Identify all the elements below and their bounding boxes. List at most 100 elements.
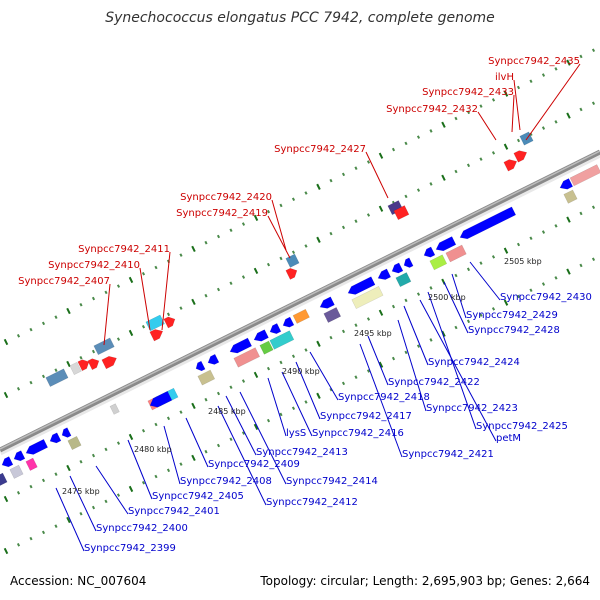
gene-feature[interactable] <box>148 390 173 410</box>
gene-label[interactable]: Synpcc7942_2423 <box>426 403 518 414</box>
gene-feature[interactable] <box>513 148 529 163</box>
tick-mark <box>579 54 583 59</box>
gene-feature[interactable] <box>69 361 82 376</box>
gene-feature[interactable] <box>163 315 177 329</box>
gene-label[interactable]: Synpcc7942_2412 <box>266 497 358 508</box>
tick-mark <box>466 163 471 168</box>
gene-feature[interactable] <box>12 450 26 464</box>
gene-feature[interactable] <box>87 356 101 371</box>
label-connector <box>295 361 321 420</box>
gene-label[interactable]: Synpcc7942_2414 <box>286 476 378 487</box>
tick-mark <box>253 371 259 378</box>
gene-feature[interactable] <box>67 435 82 451</box>
gene-feature[interactable] <box>434 236 457 254</box>
gene-label[interactable]: Synpcc7942_2419 <box>176 208 268 219</box>
gene-label[interactable]: Synpcc7942_2427 <box>274 144 366 155</box>
gene-feature[interactable] <box>0 456 14 470</box>
gene-feature[interactable] <box>285 266 299 280</box>
gene-feature[interactable] <box>252 329 269 344</box>
tick-mark <box>466 319 471 324</box>
gene-feature[interactable] <box>149 327 165 342</box>
gene-label[interactable]: Synpcc7942_2405 <box>152 491 244 502</box>
gene-label[interactable]: Synpcc7942_2413 <box>256 447 348 458</box>
gene-feature[interactable] <box>390 262 404 276</box>
gene-label[interactable]: Synpcc7942_2401 <box>128 506 220 517</box>
gene-feature[interactable] <box>318 296 335 311</box>
tick-mark <box>391 356 396 361</box>
tick-mark <box>79 511 83 516</box>
gene-feature[interactable] <box>395 272 412 288</box>
tick-mark <box>429 338 433 342</box>
gene-feature[interactable] <box>259 340 274 355</box>
gene-feature[interactable] <box>101 354 119 370</box>
gene-label[interactable]: Synpcc7942_2422 <box>388 377 480 388</box>
gene-feature[interactable] <box>458 206 517 242</box>
gene-feature[interactable] <box>393 205 410 221</box>
gene-feature[interactable] <box>269 330 295 350</box>
label-connector <box>281 371 313 437</box>
gene-label[interactable]: Synpcc7942_2418 <box>338 392 430 403</box>
gene-label[interactable]: Synpcc7942_2399 <box>84 543 176 554</box>
gene-feature[interactable] <box>25 457 38 471</box>
gene-feature[interactable] <box>0 472 8 487</box>
tick-mark <box>316 183 321 190</box>
gene-feature[interactable] <box>422 246 436 260</box>
gene-label[interactable]: Synpcc7942_2425 <box>476 421 568 432</box>
gene-label[interactable]: Synpcc7942_2420 <box>180 192 272 203</box>
gene-label[interactable]: Synpcc7942_2417 <box>320 411 412 422</box>
gene-feature[interactable] <box>285 253 300 268</box>
gene-label[interactable]: Synpcc7942_2435 <box>488 56 580 67</box>
label-connector <box>161 251 171 331</box>
gene-label[interactable]: Synpcc7942_2408 <box>180 476 272 487</box>
gene-feature[interactable] <box>445 244 467 263</box>
gene-feature[interactable] <box>292 308 310 324</box>
gene-feature[interactable] <box>563 189 578 204</box>
gene-feature[interactable] <box>45 368 69 387</box>
gene-feature[interactable] <box>197 369 216 386</box>
gene-feature[interactable] <box>402 257 414 270</box>
gene-feature[interactable] <box>109 403 120 415</box>
gene-feature[interactable] <box>323 307 342 323</box>
gene-label[interactable]: ilvH <box>495 72 514 83</box>
gene-feature[interactable] <box>376 268 392 282</box>
gene-feature[interactable] <box>48 432 62 446</box>
gene-feature[interactable] <box>24 438 49 457</box>
gene-label[interactable]: Synpcc7942_2407 <box>18 276 110 287</box>
gene-label[interactable]: Synpcc7942_2416 <box>312 428 404 439</box>
gene-label[interactable]: Synpcc7942_2409 <box>208 459 300 470</box>
tick-mark <box>41 530 46 535</box>
gene-feature[interactable] <box>346 276 376 298</box>
gene-feature[interactable] <box>77 357 91 372</box>
gene-feature[interactable] <box>558 178 574 192</box>
gene-label[interactable]: Synpcc7942_2424 <box>428 357 520 368</box>
label-connector <box>511 94 515 133</box>
gene-feature[interactable] <box>145 314 165 332</box>
gene-feature[interactable] <box>281 316 295 330</box>
tick-mark <box>204 293 208 298</box>
gene-label[interactable]: Synpcc7942_2432 <box>386 104 478 115</box>
gene-label[interactable]: Synpcc7942_2410 <box>48 260 140 271</box>
gene-feature[interactable] <box>569 164 600 187</box>
gene-feature[interactable] <box>268 323 282 336</box>
gene-label[interactable]: petM <box>496 433 521 444</box>
gene-feature[interactable] <box>60 427 72 440</box>
gene-feature[interactable] <box>194 360 206 373</box>
gene-label[interactable]: Synpcc7942_2411 <box>78 244 170 255</box>
gene-label[interactable]: Synpcc7942_2429 <box>466 310 558 321</box>
tick-mark <box>541 126 546 130</box>
gene-feature[interactable] <box>206 353 220 367</box>
gene-label[interactable]: Synpcc7942_2433 <box>422 87 514 98</box>
gene-label[interactable]: Synpcc7942_2428 <box>468 325 560 336</box>
gene-feature[interactable] <box>429 254 448 271</box>
gene-feature[interactable] <box>503 157 519 172</box>
gene-label[interactable]: Synpcc7942_2421 <box>402 449 494 460</box>
gene-label[interactable]: lysS <box>286 428 306 439</box>
gene-feature[interactable] <box>351 286 384 309</box>
gene-feature[interactable] <box>228 337 253 356</box>
gene-label[interactable]: Synpcc7942_2400 <box>96 523 188 534</box>
gene-label[interactable]: Synpcc7942_2430 <box>500 292 592 303</box>
tick-mark <box>291 354 296 359</box>
gene-feature[interactable] <box>9 464 24 479</box>
tick-mark <box>3 495 9 503</box>
gene-feature[interactable] <box>233 347 261 368</box>
